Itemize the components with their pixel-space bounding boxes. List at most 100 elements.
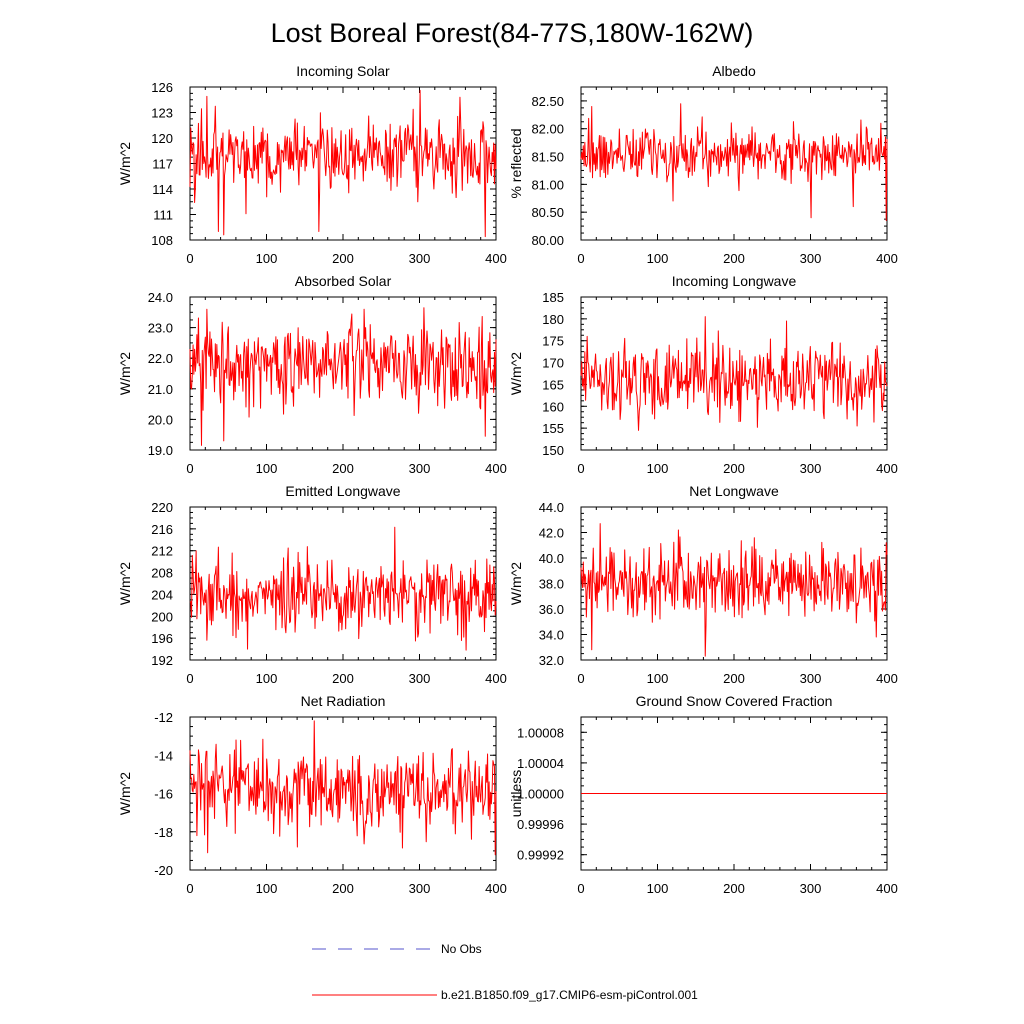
x-tick-label: 0	[577, 671, 584, 686]
y-tick-label: 123	[151, 106, 173, 121]
y-tick-label: 23.0	[148, 321, 173, 336]
x-tick-label: 300	[409, 251, 431, 266]
y-tick-label: 111	[153, 208, 173, 223]
x-tick-label: 300	[800, 881, 822, 896]
y-tick-label: 185	[542, 290, 564, 305]
x-tick-label: 300	[409, 461, 431, 476]
x-tick-label: 100	[256, 671, 278, 686]
x-tick-label: 400	[485, 671, 507, 686]
x-tick-label: 0	[186, 881, 193, 896]
y-tick-label: 108	[151, 233, 173, 248]
y-tick-label: 20.0	[148, 412, 173, 427]
y-tick-label: 82.00	[531, 122, 564, 137]
panel-title: Incoming Longwave	[672, 273, 797, 289]
x-tick-label: 0	[577, 461, 584, 476]
y-tick-label: 175	[542, 334, 564, 349]
y-axis-label: % reflected	[508, 128, 524, 198]
y-tick-label: 82.50	[531, 94, 564, 109]
plot-frame	[580, 86, 888, 241]
panel-title: Emitted Longwave	[285, 483, 400, 499]
panel-title: Net Longwave	[689, 483, 779, 499]
y-axis-label: W/m^2	[508, 352, 524, 395]
y-tick-label: 81.00	[531, 177, 564, 192]
y-tick-label: 80.50	[531, 205, 564, 220]
y-tick-label: 81.50	[531, 150, 564, 165]
x-tick-label: 300	[409, 671, 431, 686]
y-tick-label: 170	[542, 356, 564, 371]
x-tick-label: 200	[723, 671, 745, 686]
panel-albedo: Albedo 0 100 200 300 400 80.00 80.50 81.00 81.50 8…	[508, 63, 898, 266]
y-tick-label: 44.0	[539, 500, 564, 515]
series-line	[580, 103, 888, 222]
y-tick-label: 220	[151, 500, 173, 515]
y-tick-label: -14	[154, 748, 173, 763]
x-tick-label: 300	[800, 671, 822, 686]
x-tick-label: 400	[485, 461, 507, 476]
y-tick-label: 19.0	[148, 443, 173, 458]
y-tick-label: 21.0	[148, 382, 173, 397]
panel-net-radiation: Net Radiation 0 100 200 300 400 -20 -18 -16 -14 -1…	[117, 693, 507, 896]
y-tick-label: 80.00	[531, 233, 564, 248]
x-tick-label: 100	[256, 881, 278, 896]
series-line	[580, 523, 888, 657]
x-tick-label: 400	[876, 671, 898, 686]
y-tick-label: 42.0	[539, 526, 564, 541]
x-tick-label: 400	[485, 251, 507, 266]
panel-incoming-solar: Incoming Solar 0 100 200 300 400 108 111 114 117 1…	[117, 63, 507, 266]
y-tick-label: 1.00000	[517, 787, 564, 802]
legend-obs-label: No Obs	[441, 942, 482, 956]
y-tick-label: 114	[152, 182, 173, 197]
y-tick-label: 22.0	[148, 351, 173, 366]
x-tick-label: 400	[485, 881, 507, 896]
series-line	[189, 307, 497, 446]
y-tick-label: 34.0	[539, 628, 564, 643]
y-tick-label: 24.0	[148, 290, 173, 305]
panels: Incoming Solar 0 100 200 300 400 108 111 114 117 1…	[117, 63, 898, 896]
y-tick-label: 40.0	[539, 551, 564, 566]
panel-absorbed-solar: Absorbed Solar 0 100 200 300 400 19.0 20.0 21.0 2…	[117, 273, 507, 476]
legend-model-label: b.e21.B1850.f09_g17.CMIP6-esm-piControl.…	[441, 988, 698, 1002]
y-tick-label: 0.99992	[517, 848, 564, 863]
x-tick-label: 100	[256, 461, 278, 476]
y-tick-label: 38.0	[539, 577, 564, 592]
x-tick-label: 0	[577, 881, 584, 896]
y-tick-label: 32.0	[539, 653, 564, 668]
x-tick-label: 100	[647, 671, 669, 686]
y-tick-label: -18	[154, 825, 173, 840]
y-tick-label: 212	[151, 544, 173, 559]
x-tick-label: 200	[723, 461, 745, 476]
y-tick-label: 216	[151, 522, 173, 537]
y-tick-label: 120	[151, 131, 173, 146]
y-axis-label: W/m^2	[117, 142, 133, 185]
y-tick-label: 192	[151, 653, 173, 668]
panel-title: Absorbed Solar	[295, 273, 392, 289]
y-tick-label: 208	[151, 566, 173, 581]
y-tick-label: 200	[151, 609, 173, 624]
x-tick-label: 300	[409, 881, 431, 896]
x-tick-label: 200	[332, 461, 354, 476]
x-tick-label: 400	[876, 461, 898, 476]
y-axis-label: W/m^2	[117, 562, 133, 605]
y-tick-label: 150	[542, 443, 564, 458]
y-tick-label: 36.0	[539, 602, 564, 617]
series-line	[189, 526, 497, 651]
main-title: Lost Boreal Forest(84-77S,180W-162W)	[271, 18, 754, 48]
x-tick-label: 100	[256, 251, 278, 266]
x-tick-label: 0	[186, 461, 193, 476]
x-tick-label: 200	[723, 881, 745, 896]
panel-title: Incoming Solar	[296, 63, 390, 79]
x-tick-label: 400	[876, 881, 898, 896]
y-tick-label: 165	[542, 377, 564, 392]
x-tick-label: 200	[332, 251, 354, 266]
y-axis-label: W/m^2	[117, 772, 133, 815]
panel-title: Net Radiation	[301, 693, 386, 709]
panel-net-longwave: Net Longwave 0 100 200 300 400 32.0 34.0 36.0 38.…	[508, 483, 898, 686]
panel-title: Ground Snow Covered Fraction	[636, 693, 833, 709]
y-tick-label: 196	[151, 631, 173, 646]
x-tick-label: 100	[647, 461, 669, 476]
y-tick-label: 117	[152, 157, 173, 172]
y-tick-label: 126	[151, 80, 173, 95]
series-line	[189, 89, 497, 238]
y-tick-label: 204	[151, 587, 173, 602]
